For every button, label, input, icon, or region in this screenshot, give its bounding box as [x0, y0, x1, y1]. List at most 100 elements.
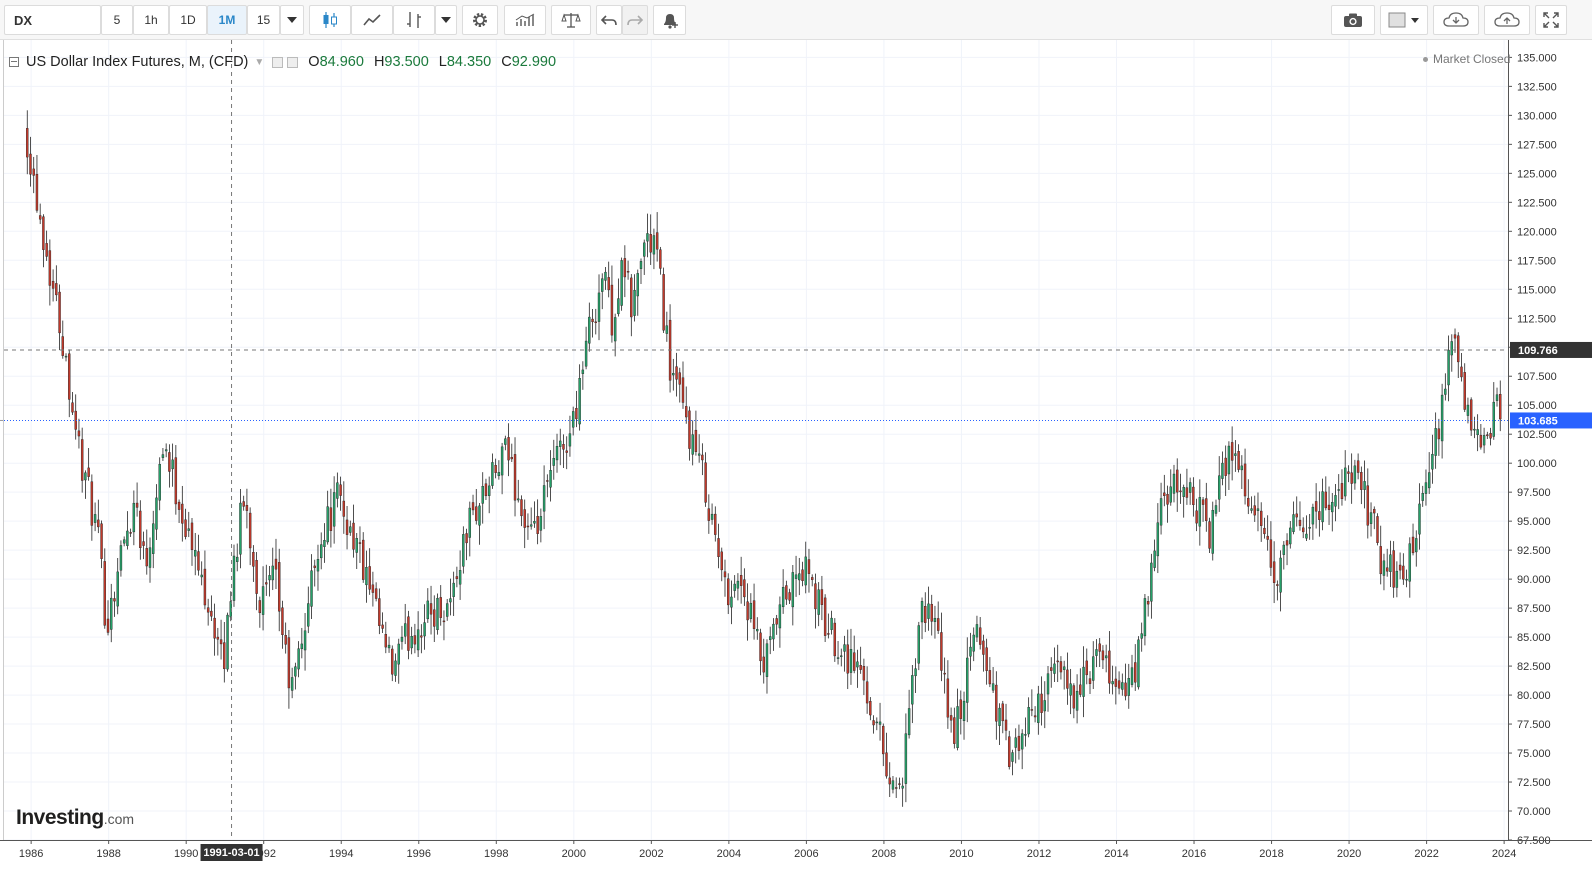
candle-up [236, 556, 239, 562]
candle-up [1218, 475, 1221, 500]
chart-type-line-button[interactable] [351, 5, 393, 35]
candle-up [387, 644, 391, 649]
time-axis[interactable]: 1986 1988 1990 1992 1994 1996 1998 2000 2002 2004… [0, 40, 1592, 861]
price-tick-label: 100.000 [1517, 458, 1557, 470]
settings-button[interactable] [462, 5, 498, 35]
candle-up [756, 629, 759, 632]
candle-up [1153, 550, 1156, 568]
candle-down [1243, 463, 1247, 497]
candle-down [329, 507, 333, 531]
candle-down [342, 500, 346, 517]
candle-up [1363, 481, 1366, 490]
candle-up [1447, 349, 1450, 386]
candle-up [1311, 506, 1315, 525]
candle-up [326, 506, 329, 543]
crosshair-price-label: 109.766 [1518, 345, 1558, 357]
candle-up [552, 458, 555, 466]
candle-down [1272, 561, 1276, 583]
collapse-legend-toggle[interactable] [9, 57, 19, 67]
interval-label: 5 [113, 13, 121, 27]
indicators-button[interactable] [393, 5, 435, 35]
open-label: O [308, 54, 320, 70]
candle-down [58, 291, 61, 334]
candle-down [1314, 501, 1318, 512]
settings-icon[interactable] [272, 56, 284, 68]
candle-down [103, 561, 106, 626]
time-tick-label: 1986 [19, 848, 43, 860]
candle-up [1130, 667, 1134, 685]
candle-down [701, 454, 704, 461]
price-tick-label: 130.000 [1517, 110, 1557, 122]
candle-up [991, 683, 995, 691]
candle-up [355, 538, 358, 553]
candle-down [1373, 508, 1376, 514]
candle-down [381, 624, 384, 629]
candle-down [371, 584, 375, 593]
candle-up [303, 630, 307, 651]
candle-up [601, 278, 604, 292]
interval-1h-button[interactable]: 1h [133, 5, 169, 35]
low-label: L [438, 54, 447, 70]
fullscreen-button[interactable] [1535, 5, 1567, 35]
symbol-search-input[interactable]: DX [4, 5, 101, 35]
candle-up [998, 707, 1001, 726]
candle-down [675, 366, 678, 380]
interval-1d-button[interactable]: 1D [169, 5, 207, 35]
candle-down [1237, 451, 1240, 470]
time-tick-label: 2016 [1182, 848, 1206, 860]
candle-down [1499, 394, 1502, 420]
candle-up [840, 655, 843, 657]
candle-down [484, 483, 488, 497]
candle-down [536, 516, 539, 534]
undo-icon [601, 15, 617, 26]
candle-up [307, 603, 310, 627]
interval-dropdown-button[interactable] [280, 5, 304, 35]
candle-down [869, 701, 872, 716]
price-axis[interactable]: 135.000 132.500 130.000 127.500 125.000 122.5… [1508, 40, 1592, 871]
interval-1m-button[interactable]: 1M [207, 5, 247, 35]
candle-down [1411, 536, 1415, 554]
candle-up [504, 438, 507, 445]
create-alert-button[interactable] [653, 5, 686, 35]
candle-down [623, 258, 627, 278]
save-layout-button[interactable] [1484, 5, 1530, 35]
remove-series-icon[interactable] [287, 56, 299, 68]
candle-down [258, 600, 262, 614]
time-gridlines [30, 40, 1505, 840]
candle-down [1059, 661, 1063, 673]
undo-button[interactable] [596, 5, 622, 35]
camera-icon [1344, 13, 1362, 27]
chevron-down-icon[interactable]: ▼ [254, 56, 265, 68]
price-chart[interactable]: 135.000 132.500 130.000 127.500 125.000 122.5… [0, 40, 1592, 871]
chart-pane[interactable]: 135.000 132.500 130.000 127.500 125.000 122.5… [0, 40, 1592, 871]
candle-up [539, 516, 543, 531]
candle-up [93, 514, 97, 523]
interval-15-button[interactable]: 15 [247, 5, 280, 35]
redo-button[interactable] [622, 5, 648, 35]
price-tick-label: 127.500 [1517, 139, 1557, 151]
candle-up [1495, 394, 1499, 401]
candle-up [1395, 570, 1399, 588]
time-tick-label: 2002 [639, 848, 663, 860]
candle-down [1360, 472, 1363, 490]
compare-bars-button[interactable] [504, 5, 546, 35]
load-layout-button[interactable] [1433, 5, 1479, 35]
candle-down [210, 610, 213, 617]
candle-down [71, 402, 74, 413]
candle-down [1066, 669, 1069, 689]
time-tick-label: 1994 [329, 848, 353, 860]
candle-up [116, 571, 119, 607]
open-value: 84.960 [319, 54, 364, 70]
candle-up [323, 540, 326, 547]
color-picker-button[interactable] [1380, 5, 1428, 35]
chart-type-candles-button[interactable] [309, 5, 351, 35]
screenshot-button[interactable] [1331, 5, 1375, 35]
time-tick-label: 2020 [1337, 848, 1361, 860]
interval-5-button[interactable]: 5 [101, 5, 133, 35]
compare-scale-button[interactable] [551, 5, 591, 35]
candle-down [129, 532, 132, 534]
candle-down [575, 407, 578, 420]
indicators-dropdown-button[interactable] [435, 5, 457, 35]
candle-up [232, 555, 236, 601]
candle-down [1205, 498, 1208, 521]
